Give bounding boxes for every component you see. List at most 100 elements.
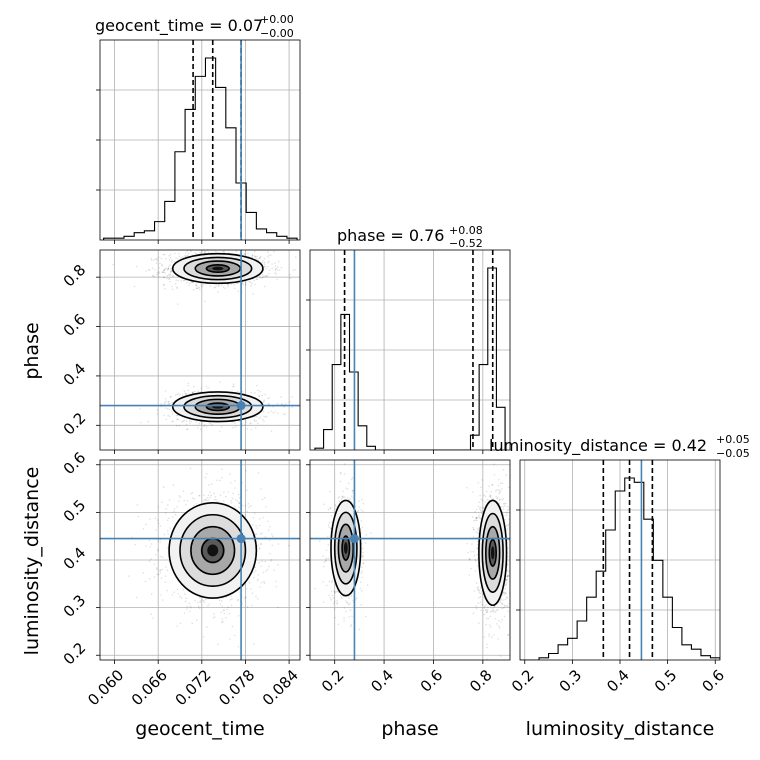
sample-point: [214, 246, 216, 248]
sample-point: [157, 506, 160, 508]
sample-point: [246, 428, 249, 430]
sample-point: [203, 251, 206, 254]
sample-point: [238, 591, 240, 593]
sample-point: [186, 254, 189, 257]
sample-point: [362, 551, 364, 554]
sample-point: [341, 495, 344, 498]
contour-0-2: [190, 525, 236, 576]
sample-point: [507, 610, 509, 613]
sample-point: [162, 271, 164, 274]
y-tick-label: 0.6: [60, 448, 90, 478]
sample-point: [237, 290, 240, 293]
sample-point: [185, 597, 187, 599]
sample-point: [196, 427, 199, 429]
sample-point: [506, 569, 509, 572]
sample-point: [155, 567, 158, 569]
sample-point: [190, 607, 192, 609]
sample-point: [167, 267, 170, 270]
sample-point: [213, 613, 215, 615]
sample-point: [245, 421, 247, 423]
sample-point: [486, 617, 488, 620]
sample-point: [157, 548, 159, 551]
sample-point: [200, 387, 203, 390]
sample-point: [221, 618, 224, 620]
sample-point: [479, 494, 481, 497]
sample-point: [471, 543, 473, 545]
sample-point: [202, 636, 205, 638]
sample-point: [278, 260, 280, 263]
sample-point: [314, 587, 316, 590]
sample-point: [499, 482, 502, 485]
sample-point: [288, 544, 290, 547]
sample-point: [343, 620, 345, 622]
sample-point: [259, 257, 261, 259]
sample-point: [198, 422, 201, 425]
sample-point: [149, 578, 151, 580]
sample-point: [176, 393, 178, 396]
sample-point: [324, 559, 327, 561]
sample-point: [294, 268, 297, 271]
sample-point: [362, 510, 364, 512]
sample-point: [210, 423, 212, 425]
sample-point: [153, 563, 156, 565]
sample-point: [255, 384, 258, 387]
sample-point: [262, 259, 264, 262]
sample-point: [214, 250, 217, 253]
sample-point: [360, 572, 363, 574]
sample-point: [231, 598, 233, 600]
sample-point: [227, 606, 230, 608]
y-tick-label: 0.2: [60, 639, 90, 669]
sample-point: [267, 403, 270, 405]
sample-point: [271, 544, 274, 547]
sample-point: [155, 262, 158, 265]
sample-point: [192, 391, 194, 394]
sample-point: [262, 516, 264, 519]
sample-point: [255, 415, 258, 418]
sample-point: [505, 474, 508, 476]
sample-point: [191, 497, 194, 500]
sample-point: [235, 282, 238, 285]
sample-point: [357, 509, 360, 512]
sample-point: [166, 277, 168, 280]
sample-point: [167, 532, 169, 535]
sample-point: [250, 391, 252, 394]
sample-point: [169, 271, 172, 273]
sample-point: [265, 275, 268, 277]
sample-point: [251, 604, 253, 607]
sample-point: [253, 576, 255, 579]
x-tick-label: 0.060: [84, 666, 127, 709]
sample-point: [255, 595, 257, 598]
sample-point: [216, 500, 219, 503]
sample-point: [185, 255, 188, 257]
sample-point: [335, 591, 337, 593]
sample-point: [507, 508, 510, 511]
sample-point: [358, 500, 360, 503]
sample-point: [256, 422, 259, 425]
sample-point: [187, 389, 190, 392]
sample-point: [189, 282, 191, 285]
sample-point: [229, 473, 231, 475]
sample-point: [234, 479, 236, 482]
sample-point: [266, 568, 269, 571]
sample-point: [170, 270, 172, 273]
sample-point: [274, 272, 276, 274]
sample-point: [262, 276, 264, 279]
sample-point: [182, 589, 185, 591]
sample-point: [208, 603, 211, 605]
sample-point: [217, 285, 220, 288]
sample-point: [162, 486, 165, 488]
sample-point: [219, 603, 222, 605]
sample-point: [175, 424, 178, 427]
density-level-4: [207, 544, 219, 557]
sample-point: [260, 488, 262, 490]
sample-point: [261, 277, 263, 279]
sample-point: [249, 588, 252, 590]
sample-point: [256, 278, 259, 281]
sample-point: [196, 285, 198, 287]
sample-point: [370, 532, 372, 534]
sample-point: [185, 392, 188, 395]
sample-point: [197, 390, 199, 393]
sample-point: [190, 492, 192, 495]
sample-point: [479, 595, 482, 598]
sample-point: [259, 416, 262, 419]
